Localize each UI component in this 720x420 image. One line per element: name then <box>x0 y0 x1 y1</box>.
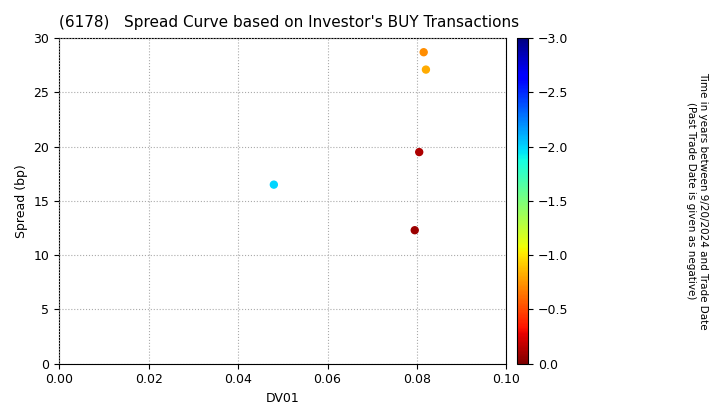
Y-axis label: Spread (bp): Spread (bp) <box>15 164 28 238</box>
Y-axis label: Time in years between 9/20/2024 and Trade Date
(Past Trade Date is given as nega: Time in years between 9/20/2024 and Trad… <box>686 72 708 330</box>
Point <box>420 66 432 73</box>
Point <box>413 149 425 155</box>
X-axis label: DV01: DV01 <box>266 392 300 405</box>
Point <box>268 181 279 188</box>
Point <box>418 49 429 55</box>
Point <box>409 227 420 234</box>
Text: (6178)   Spread Curve based on Investor's BUY Transactions: (6178) Spread Curve based on Investor's … <box>59 15 519 30</box>
